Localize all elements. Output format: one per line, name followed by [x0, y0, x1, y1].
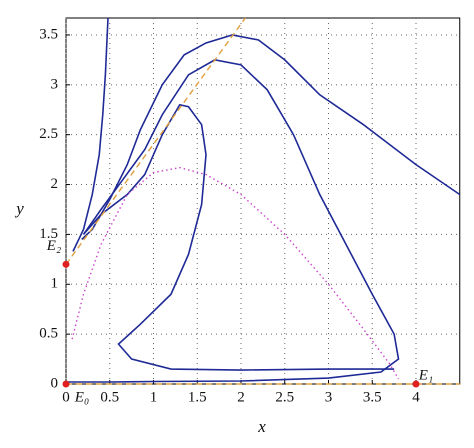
- y-tick-label: 3: [51, 76, 59, 92]
- x-tick-label: 3.5: [363, 389, 382, 405]
- y-tick-label: 1: [51, 276, 59, 292]
- y-tick-label: 0.5: [39, 326, 58, 342]
- trajectory: [81, 34, 461, 240]
- equilibrium-point: [62, 380, 70, 388]
- y-tick-label: 3.5: [39, 26, 58, 42]
- equilibrium-point: [412, 380, 420, 388]
- point-label: E₁: [418, 367, 433, 383]
- y-tick-label: 1.5: [39, 226, 58, 242]
- point-label: E₂: [46, 238, 61, 254]
- x-tick-label: 4: [412, 389, 420, 405]
- equilibrium-point: [62, 260, 70, 268]
- x-tick-label: 1.5: [188, 389, 207, 405]
- trajectory: [72, 17, 109, 252]
- point-label: E₀: [74, 389, 89, 405]
- x-tick-label: 2.5: [275, 389, 294, 405]
- y-tick-label: 2: [51, 176, 59, 192]
- x-tick-label: 0.5: [100, 389, 119, 405]
- trajectory: [65, 17, 246, 265]
- y-axis-title: y: [14, 199, 24, 218]
- trajectory: [82, 103, 395, 371]
- x-axis-title: x: [257, 417, 266, 436]
- x-tick-label: 2: [237, 389, 245, 405]
- trajectory: [66, 59, 400, 383]
- x-tick-label: 0: [62, 389, 70, 405]
- trajectory: [71, 166, 400, 380]
- y-tick-label: 2.5: [39, 126, 58, 142]
- plot-area: [65, 17, 461, 385]
- x-tick-label: 3: [325, 389, 333, 405]
- y-tick-label: 0: [51, 375, 59, 391]
- x-tick-label: 1: [150, 389, 158, 405]
